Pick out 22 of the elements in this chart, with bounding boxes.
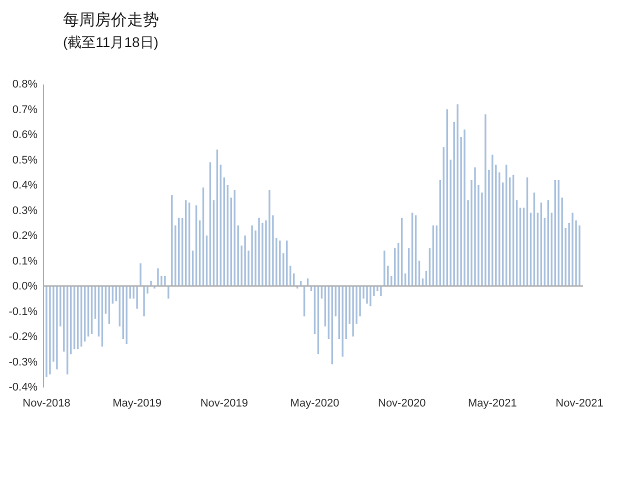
y-tick-label: -0.4% [8, 382, 38, 394]
x-tick-label: Nov-2020 [378, 398, 426, 410]
y-tick-label: 0.1% [12, 255, 38, 268]
y-tick-label: 0.0% [12, 280, 38, 292]
chart-title: 每周房价走势 [63, 11, 159, 29]
x-tick-label: May-2020 [290, 398, 340, 410]
x-tick-label: Nov-2018 [22, 398, 70, 410]
y-tick-label: 0.5% [12, 154, 38, 166]
x-tick-label: May-2019 [112, 398, 162, 410]
x-tick-label: Nov-2019 [200, 398, 248, 410]
x-tick-label: May-2021 [468, 398, 517, 410]
y-tick-label: 0.7% [12, 104, 38, 116]
y-tick-label: -0.1% [8, 306, 38, 318]
y-tick-label: 0.2% [12, 230, 38, 242]
y-tick-label: 0.3% [12, 204, 38, 217]
y-tick-label: 0.6% [12, 129, 38, 141]
y-tick-label: 0.4% [12, 180, 38, 192]
y-tick-label: -0.2% [8, 331, 38, 343]
chart-subtitle: (截至11月18日) [63, 34, 158, 50]
x-tick-label: Nov-2021 [556, 398, 604, 410]
y-tick-label: 0.8% [12, 78, 38, 90]
y-tick-label: -0.3% [8, 356, 38, 368]
